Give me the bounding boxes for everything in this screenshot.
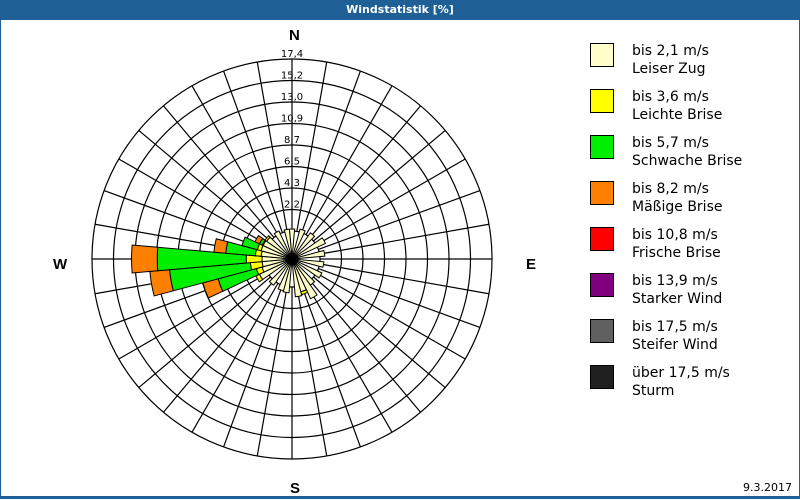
compass-south-label: S [290, 480, 301, 497]
compass-north-label: N [289, 27, 300, 44]
svg-text:17,4: 17,4 [281, 49, 303, 60]
petal-segment [291, 258, 323, 279]
compass-east-label: E [526, 256, 537, 273]
petal-segment [291, 258, 318, 300]
petal-segment [254, 234, 264, 245]
petal-segment [149, 269, 174, 297]
petal-segment [283, 228, 293, 260]
svg-text:2,2: 2,2 [284, 200, 300, 211]
svg-text:15,2: 15,2 [281, 71, 303, 82]
legend-name: Starker Wind [632, 291, 723, 307]
legend-swatch [590, 319, 614, 343]
petal-segment [268, 258, 293, 286]
svg-text:13,0: 13,0 [281, 92, 303, 103]
legend-range: bis 8,2 m/s [632, 181, 709, 197]
legend-range: bis 3,6 m/s [632, 89, 709, 105]
petal-segment [264, 234, 271, 242]
legend-name: Schwache Brise [632, 153, 743, 169]
svg-text:4,3: 4,3 [284, 178, 300, 189]
petal-segment [131, 244, 159, 274]
petal-segment [291, 237, 327, 260]
petal-segment [273, 230, 293, 260]
legend-name: Mäßige Brise [632, 199, 723, 215]
legend-name: Frische Brise [632, 245, 721, 261]
legend-swatch [590, 43, 614, 67]
legend-range: bis 17,5 m/s [632, 319, 718, 335]
legend-range: bis 10,8 m/s [632, 227, 718, 243]
compass-west-label: W [53, 256, 68, 273]
svg-text:6,5: 6,5 [284, 157, 300, 168]
legend-range: bis 2,1 m/s [632, 43, 709, 59]
radial-tick-labels: 2,2 4,3 6,5 8,7 10,9 13,0 15,2 17,4 [281, 49, 303, 211]
svg-text:10,9: 10,9 [281, 114, 303, 125]
legend-name: Leiser Zug [632, 61, 706, 77]
petal-segment [291, 258, 325, 268]
legend-swatch [590, 365, 614, 389]
petal-segment [291, 258, 303, 298]
petal-segment [291, 228, 306, 260]
legend-swatch [590, 89, 614, 113]
legend-swatch [590, 273, 614, 297]
svg-text:8,7: 8,7 [284, 135, 300, 146]
legend-swatch [590, 227, 614, 251]
petal-segment [213, 238, 229, 254]
legend-name: Steifer Wind [632, 337, 718, 353]
petal-segment [291, 232, 316, 260]
legend-swatch [590, 135, 614, 159]
wind-petals [131, 228, 327, 300]
legend-range: bis 5,7 m/s [632, 135, 709, 151]
petal-segment [291, 249, 326, 260]
legend-swatch [590, 181, 614, 205]
chart-date: 9.3.2017 [743, 481, 792, 494]
legend-name: Leichte Brise [632, 107, 723, 123]
window-title: Windstatistik [%] [0, 0, 800, 20]
legend-range: bis 13,9 m/s [632, 273, 718, 289]
legend-range: über 17,5 m/s [632, 365, 730, 381]
petal-segment [241, 236, 261, 251]
petal-segment [277, 258, 293, 292]
legend-name: Sturm [632, 383, 675, 399]
